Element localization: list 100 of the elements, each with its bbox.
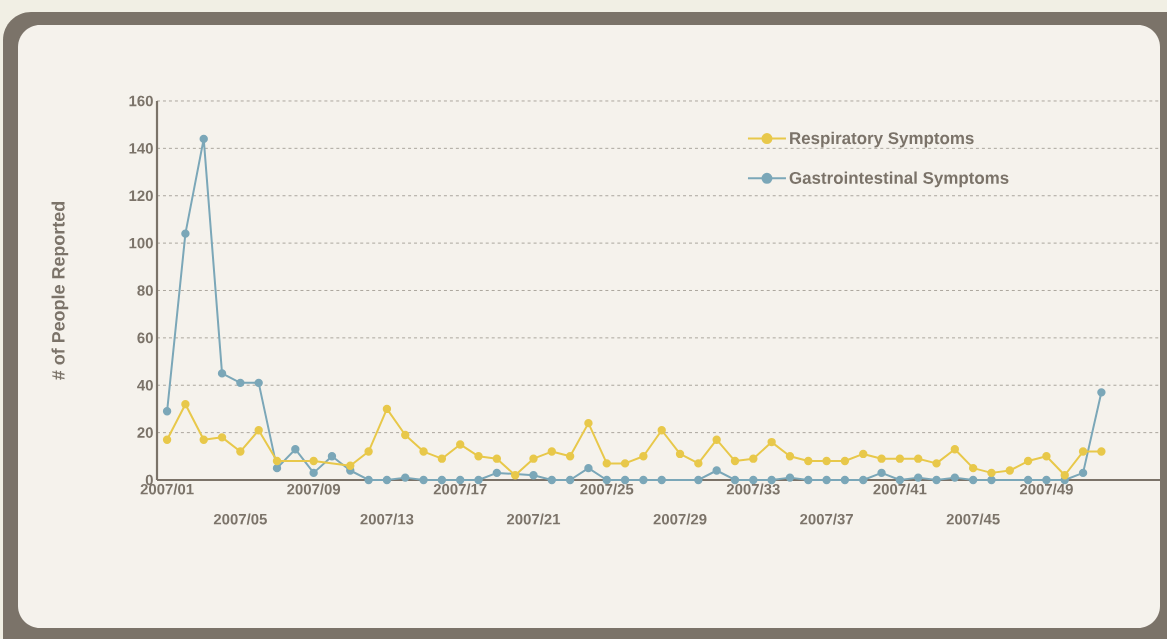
point	[327, 452, 337, 461]
point	[401, 430, 410, 440]
y-tick-label: 120	[129, 190, 153, 202]
point	[932, 475, 941, 485]
legend-label: Gastrointestinal Symptoms	[789, 171, 1009, 188]
point	[565, 452, 575, 461]
x-tick-label: 2007/37	[800, 513, 853, 525]
point	[272, 456, 282, 466]
point	[987, 468, 996, 478]
legend-label: Respiratory Symptoms	[790, 131, 974, 148]
point	[419, 475, 428, 485]
point	[785, 452, 795, 461]
x-tick-label: 2007/41	[873, 483, 927, 495]
point	[639, 452, 648, 461]
point	[620, 459, 630, 468]
point	[675, 449, 685, 459]
x-tick-label: 2007/05	[213, 513, 267, 525]
y-tick-label: 20	[137, 427, 153, 438]
y-axis-title: # of People Reported	[51, 201, 69, 380]
point	[565, 475, 575, 485]
point	[199, 435, 208, 444]
x-tick-label: 2007/09	[287, 483, 341, 495]
point	[822, 475, 831, 485]
y-tick-label: 60	[137, 332, 153, 344]
point	[382, 404, 392, 414]
point	[639, 475, 648, 485]
point	[547, 475, 556, 485]
point	[1005, 466, 1014, 475]
point	[217, 433, 227, 442]
point	[236, 378, 245, 388]
point	[254, 426, 263, 435]
y-tick-label: 80	[137, 285, 153, 296]
point	[785, 473, 795, 482]
y-tick-label: 40	[137, 379, 153, 391]
point	[309, 468, 318, 478]
point	[767, 437, 776, 447]
x-tick-label: 2007/13	[360, 513, 414, 525]
point	[932, 459, 941, 468]
point	[712, 466, 721, 475]
point	[492, 468, 502, 478]
point	[968, 475, 978, 485]
point	[364, 447, 373, 456]
point	[382, 475, 392, 485]
point	[492, 454, 502, 463]
point	[730, 456, 740, 466]
y-tick-label: 100	[129, 237, 153, 249]
point	[694, 475, 703, 485]
point	[529, 471, 538, 480]
point	[840, 456, 850, 466]
point	[584, 418, 593, 428]
point	[291, 445, 300, 454]
point	[1060, 471, 1069, 480]
y-tick-label: 140	[129, 143, 153, 154]
point	[1042, 452, 1051, 461]
point	[162, 435, 172, 444]
point	[437, 454, 447, 463]
y-tick-label: 160	[129, 95, 153, 107]
point	[602, 459, 611, 468]
point	[1023, 456, 1033, 466]
x-tick-label: 2007/45	[946, 513, 1000, 525]
point	[804, 456, 813, 466]
point	[236, 447, 245, 456]
point	[657, 426, 666, 435]
point	[162, 407, 172, 416]
x-tick-label: 2007/25	[580, 483, 634, 495]
point	[877, 468, 886, 478]
x-tick-label: 2007/21	[506, 513, 561, 525]
point	[254, 378, 263, 388]
x-tick-label: 2007/33	[726, 483, 780, 495]
point	[859, 475, 868, 485]
point	[950, 445, 960, 454]
point	[181, 400, 190, 409]
point	[840, 475, 850, 485]
x-tick-label: 2007/29	[653, 513, 707, 525]
point	[401, 473, 410, 482]
point	[657, 475, 666, 485]
point	[1097, 388, 1106, 397]
point	[346, 461, 355, 470]
point	[199, 134, 208, 144]
point	[749, 454, 758, 463]
point	[822, 456, 831, 466]
x-tick-label: 2007/49	[1019, 483, 1073, 495]
point	[859, 449, 868, 459]
point	[1097, 447, 1106, 456]
point	[914, 454, 923, 463]
point	[968, 463, 978, 473]
point	[1078, 447, 1088, 456]
point	[987, 475, 996, 485]
point	[547, 447, 556, 456]
point	[895, 454, 905, 463]
point	[181, 229, 190, 238]
point	[272, 463, 282, 473]
point	[877, 454, 886, 463]
x-tick-label: 2007/17	[433, 483, 487, 495]
point	[419, 447, 428, 456]
point	[950, 473, 960, 482]
point	[529, 454, 538, 463]
point	[217, 369, 227, 378]
point	[510, 471, 520, 480]
point	[584, 463, 593, 473]
